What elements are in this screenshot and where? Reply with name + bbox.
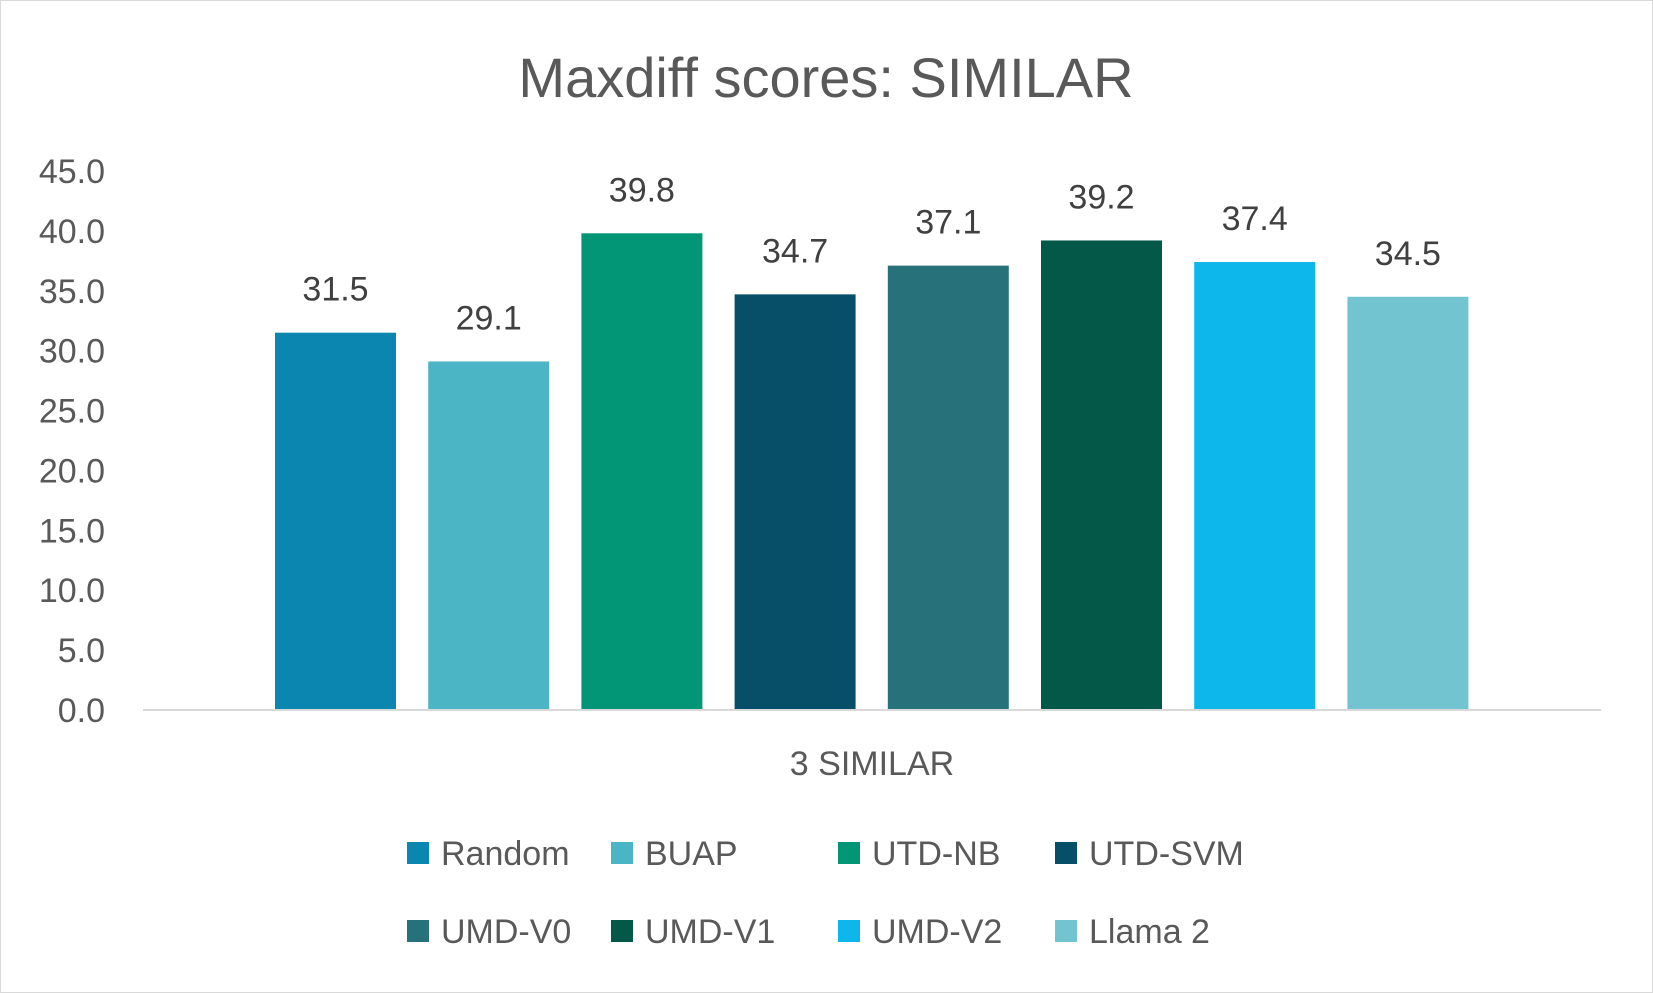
data-label: 34.7 <box>762 232 828 270</box>
legend-swatch <box>1055 842 1077 864</box>
legend-item-utd-nb: UTD-NB <box>838 835 1000 873</box>
legend-label: BUAP <box>645 835 738 873</box>
data-label: 34.5 <box>1375 235 1441 273</box>
legend-swatch <box>407 842 429 864</box>
legend-item-llama-2: Llama 2 <box>1055 913 1210 951</box>
legend-item-umd-v0: UMD-V0 <box>407 913 571 951</box>
bar-utd-svm <box>734 294 856 710</box>
data-label-group: 31.5 29.1 39.8 34.7 37.1 39.2 37.4 34.5 <box>302 171 1441 337</box>
bar-random <box>275 332 396 710</box>
legend-swatch <box>838 842 860 864</box>
legend-label: UMD-V2 <box>872 913 1002 951</box>
legend-item-random: Random <box>407 835 570 873</box>
y-tick-label: 45.0 <box>39 153 105 191</box>
legend-label: Llama 2 <box>1089 913 1210 951</box>
y-tick-label: 25.0 <box>39 393 105 431</box>
bar-umd-v2 <box>1194 262 1316 710</box>
y-tick-label: 10.0 <box>39 572 105 610</box>
legend-label: UMD-V0 <box>441 913 571 951</box>
data-label: 31.5 <box>302 271 368 309</box>
legend-swatch <box>838 920 860 942</box>
legend-swatch <box>611 920 633 942</box>
data-label: 37.4 <box>1222 200 1288 238</box>
legend-swatch <box>1055 920 1077 942</box>
bar-umd-v0 <box>887 265 1009 710</box>
bar-llama-2 <box>1347 296 1469 710</box>
legend-item-umd-v1: UMD-V1 <box>611 913 775 951</box>
data-label: 37.1 <box>915 204 981 242</box>
legend-item-buap: BUAP <box>611 835 738 873</box>
y-tick-label: 5.0 <box>58 632 105 670</box>
y-tick-label: 35.0 <box>39 273 105 311</box>
legend-label: UTD-NB <box>872 835 1000 873</box>
legend-item-utd-svm: UTD-SVM <box>1055 835 1244 873</box>
bar-utd-nb <box>581 233 703 711</box>
legend-item-umd-v2: UMD-V2 <box>838 913 1002 951</box>
bar-group <box>275 233 1469 711</box>
bar-umd-v1 <box>1041 240 1162 710</box>
y-tick-label: 30.0 <box>39 333 105 371</box>
data-label: 39.2 <box>1068 178 1134 216</box>
bar-buap <box>428 361 550 710</box>
legend: Random BUAP UTD-NB UTD-SVM UMD-V0 UMD-V1 UMD-V… <box>407 835 1244 951</box>
legend-label: UMD-V1 <box>645 913 775 951</box>
y-tick-label: 20.0 <box>39 452 105 490</box>
data-label: 39.8 <box>609 171 675 209</box>
legend-swatch <box>611 842 633 864</box>
x-category-label: 3 SIMILAR <box>790 745 954 783</box>
data-label: 29.1 <box>456 299 522 337</box>
y-tick-label: 15.0 <box>39 512 105 550</box>
legend-label: Random <box>441 835 570 873</box>
y-tick-label: 40.0 <box>39 213 105 251</box>
y-axis: 0.0 5.0 10.0 15.0 20.0 25.0 30.0 35.0 40.0 45.0 <box>39 153 105 730</box>
legend-swatch <box>407 920 429 942</box>
y-tick-label: 0.0 <box>58 692 105 730</box>
x-axis: 3 SIMILAR <box>790 745 954 783</box>
legend-label: UTD-SVM <box>1089 835 1244 873</box>
chart-title: Maxdiff scores: SIMILAR <box>518 46 1133 109</box>
